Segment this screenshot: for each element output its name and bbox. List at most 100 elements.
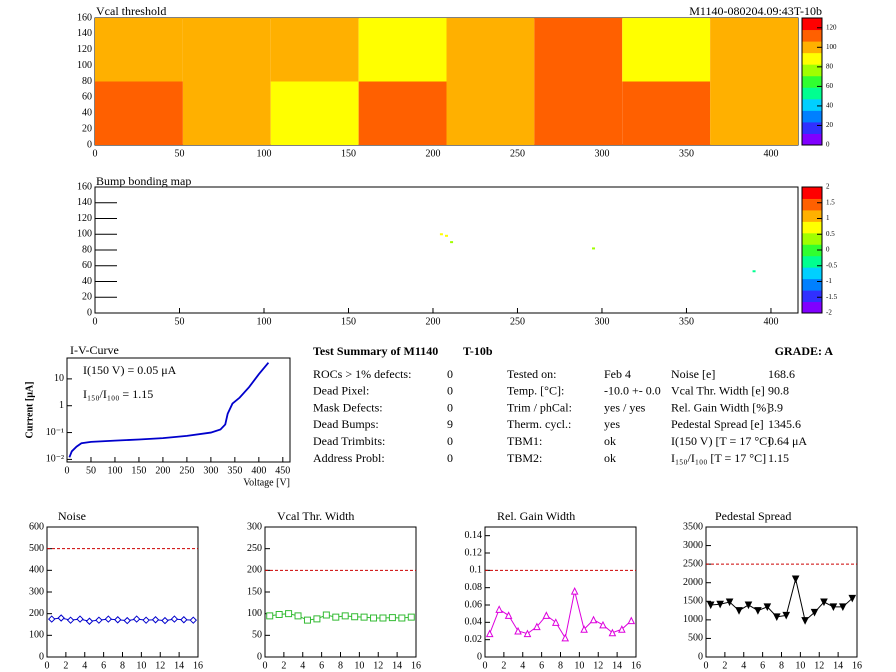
- x-tick-label: 12: [814, 660, 824, 671]
- data-marker: [322, 611, 330, 619]
- heatmap-cell: [534, 81, 623, 145]
- plot-frame: [66, 357, 291, 463]
- x-tick-label: 8: [338, 660, 343, 671]
- y-tick-label: 200: [29, 608, 44, 619]
- y-tick-label: 400: [29, 565, 44, 576]
- data-marker: [398, 614, 406, 622]
- x-tick-label: 10: [574, 660, 584, 671]
- heatmap-cell: [270, 81, 359, 145]
- y-tick-label: 0.1: [470, 565, 483, 576]
- summary-value: Feb 4: [604, 367, 631, 381]
- data-marker: [599, 620, 607, 629]
- x-tick-label: 8: [779, 660, 784, 671]
- data-marker: [744, 601, 753, 610]
- x-tick-label: 350: [679, 316, 694, 327]
- colorbar-step: [802, 301, 822, 314]
- y-tick-label: 100: [77, 229, 92, 240]
- data-marker: [551, 618, 560, 626]
- colorbar-step: [802, 267, 822, 280]
- data-marker: [485, 629, 494, 638]
- summary-label: I(150 V) [T = 17 °C]: [671, 434, 771, 448]
- y-tick-label: 120: [77, 44, 92, 55]
- x-tick-label: 200: [425, 316, 440, 327]
- colorbar-step: [802, 278, 822, 291]
- data-marker: [542, 611, 551, 619]
- x-tick-label: 0: [704, 660, 709, 671]
- x-tick-label: 450: [275, 465, 290, 476]
- summary-label: ROCs > 1% defects:: [313, 367, 411, 381]
- y-tick-label: 2000: [683, 577, 703, 588]
- colorbar-tick-label: -1: [826, 277, 832, 285]
- summary-value: 0: [447, 400, 453, 414]
- data-marker: [132, 615, 141, 623]
- x-tick-label: 350: [227, 465, 242, 476]
- summary-value: 0.64 μA: [768, 434, 807, 448]
- y-tick-label: 60: [82, 260, 92, 271]
- x-tick-label: 100: [256, 148, 271, 159]
- summary-label: Pedestal Spread [e]: [671, 417, 764, 431]
- x-tick-label: 14: [174, 660, 184, 671]
- data-marker: [561, 633, 570, 642]
- summary-value: 168.6: [768, 367, 795, 381]
- data-marker: [495, 605, 503, 613]
- chart-annotation: M1140-080204.09:43T-10b: [689, 4, 822, 18]
- y-tick-label: 100: [247, 608, 262, 619]
- x-tick-label: 16: [631, 660, 641, 671]
- plot-annotation: I₁₅₀/I₁₀₀ = 1.15: [83, 387, 153, 401]
- colorbar-tick-label: 100: [826, 43, 837, 51]
- colorbar-tick-label: 1.5: [826, 198, 835, 206]
- summary-label: Address Probl:: [313, 451, 385, 465]
- plot-annotation: I(150 V) = 0.05 μA: [83, 363, 177, 377]
- y-tick-label: 300: [29, 586, 44, 597]
- colorbar-step: [802, 41, 822, 54]
- summary-value: 1345.6: [768, 417, 801, 431]
- data-marker: [533, 622, 541, 631]
- summary-label: Tested on:: [507, 367, 556, 381]
- data-marker: [839, 603, 847, 611]
- heatmap-cell: [270, 18, 359, 82]
- x-tick-label: 300: [594, 316, 609, 327]
- summary-value: 0: [447, 384, 453, 398]
- map-point: [592, 247, 596, 250]
- data-marker: [85, 617, 94, 625]
- y-tick-label: 160: [77, 181, 92, 192]
- y-axis-label: Current [μA]: [24, 382, 35, 439]
- x-tick-label: 4: [300, 660, 305, 671]
- y-tick-label: 0: [698, 651, 703, 662]
- summary-value: 9: [447, 417, 453, 431]
- colorbar-step: [802, 18, 822, 31]
- summary-tag: T-10b: [463, 344, 493, 358]
- summary-label: Vcal Thr. Width [e]: [671, 384, 765, 398]
- y-tick-label: 80: [82, 244, 92, 255]
- colorbar-step: [802, 255, 822, 268]
- x-tick-label: 350: [679, 148, 694, 159]
- colorbar-tick-label: 1: [826, 214, 830, 222]
- x-tick-label: 400: [763, 148, 778, 159]
- colorbar-step: [802, 52, 822, 65]
- x-tick-label: 0: [93, 316, 98, 327]
- data-marker: [523, 629, 532, 638]
- summary-label: Rel. Gain Width [%]: [671, 400, 770, 414]
- map-point: [445, 234, 448, 237]
- colorbar-tick-label: -1.5: [826, 293, 838, 301]
- x-tick-label: 0: [93, 148, 98, 159]
- x-tick-label: 0: [65, 465, 70, 476]
- data-line: [68, 362, 270, 458]
- x-tick-label: 12: [155, 660, 165, 671]
- plot-frame: [46, 526, 199, 658]
- summary-value: 0: [447, 451, 453, 465]
- data-line: [51, 617, 194, 622]
- x-axis-label: Voltage [V]: [243, 477, 290, 488]
- data-marker: [57, 614, 65, 622]
- colorbar-tick-label: 60: [826, 82, 834, 90]
- x-tick-label: 150: [341, 316, 356, 327]
- data-marker: [104, 615, 113, 623]
- data-marker: [48, 615, 56, 623]
- x-tick-label: 400: [251, 465, 266, 476]
- y-tick-label: 1: [59, 400, 64, 411]
- x-tick-label: 250: [179, 465, 194, 476]
- y-tick-label: 600: [29, 521, 44, 532]
- x-tick-label: 100: [256, 316, 271, 327]
- x-tick-label: 10: [354, 660, 364, 671]
- colorbar-step: [802, 110, 822, 123]
